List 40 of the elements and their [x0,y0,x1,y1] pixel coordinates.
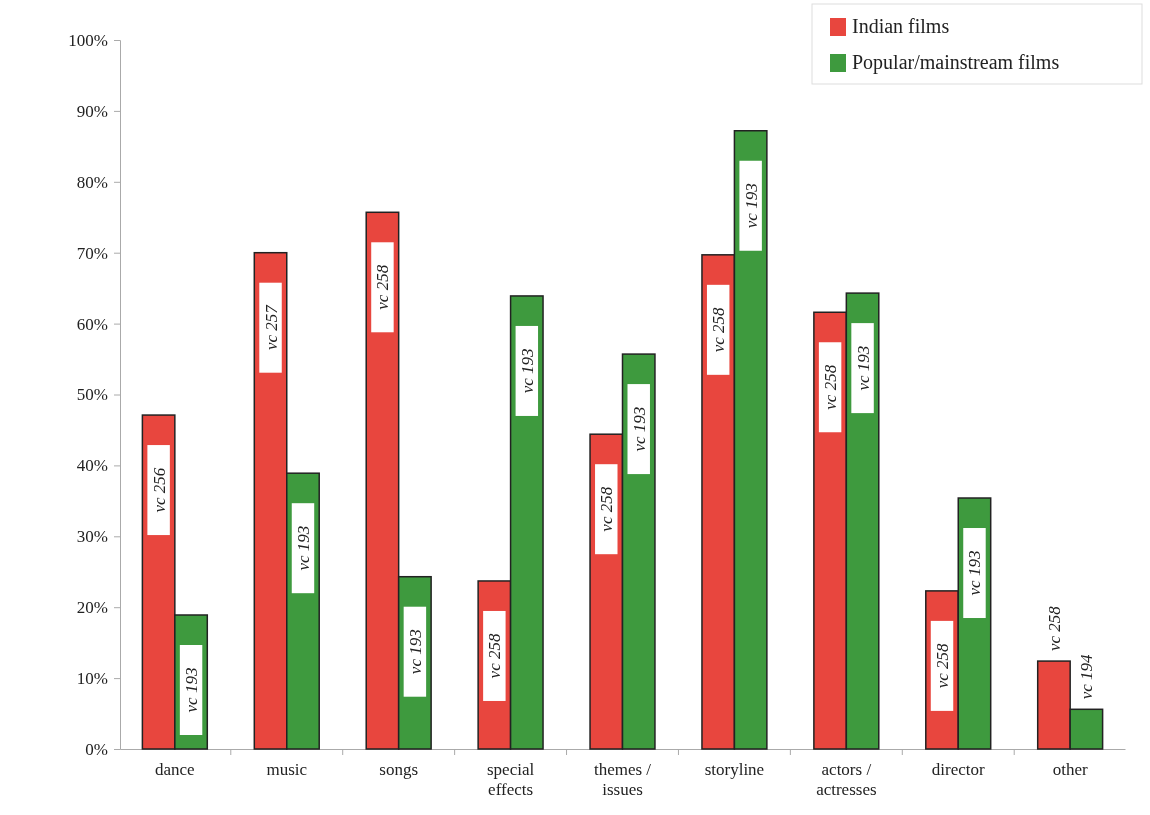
data-label: vc 258 [597,486,617,532]
legend-label: Indian films [852,15,950,37]
x-tick-label: other [1052,760,1088,780]
x-tick-label: songs [379,760,419,780]
y-tick-label: 100% [68,30,108,50]
data-label: vc 193 [405,629,425,675]
data-label: vc 193 [741,183,761,229]
data-label: vc 193 [293,525,313,571]
y-tick-label: 40% [76,456,108,476]
y-tick-label: 60% [76,314,108,334]
x-tick-label: themes / issues [593,760,652,800]
x-tick-label: dance [155,760,195,780]
data-label: vc 258 [485,633,505,679]
data-label: vc 194 [1077,653,1097,700]
x-tick-label: special effects [486,760,535,800]
y-tick-label: 20% [76,598,108,618]
y-tick-label: 90% [76,101,108,121]
data-label: vc 258 [709,306,729,353]
data-label: vc 257 [261,303,281,351]
data-label: vc 258 [373,264,393,310]
y-tick-label: 0% [85,739,108,759]
data-label: vc 256 [149,467,169,513]
y-tick-label: 50% [76,385,108,405]
x-tick-label: storyline [704,760,765,780]
data-label: vc 193 [853,345,873,391]
data-label: vc 193 [517,348,537,394]
y-tick-label: 70% [76,243,108,263]
x-tick-label: music [266,760,308,780]
y-tick-label: 10% [76,669,108,689]
data-label: vc 193 [629,406,649,452]
x-tick-label: actors / actresses [816,760,877,800]
legend-label: Popular/mainstream films [852,51,1060,74]
data-label: vc 258 [1044,605,1064,652]
data-label: vc 193 [182,667,202,713]
data-label: vc 193 [965,550,985,596]
y-tick-label: 30% [76,527,108,547]
x-tick-label: director [931,760,986,780]
data-label: vc 258 [933,642,953,689]
y-tick-label: 80% [76,172,108,192]
data-label: vc 258 [821,364,841,410]
